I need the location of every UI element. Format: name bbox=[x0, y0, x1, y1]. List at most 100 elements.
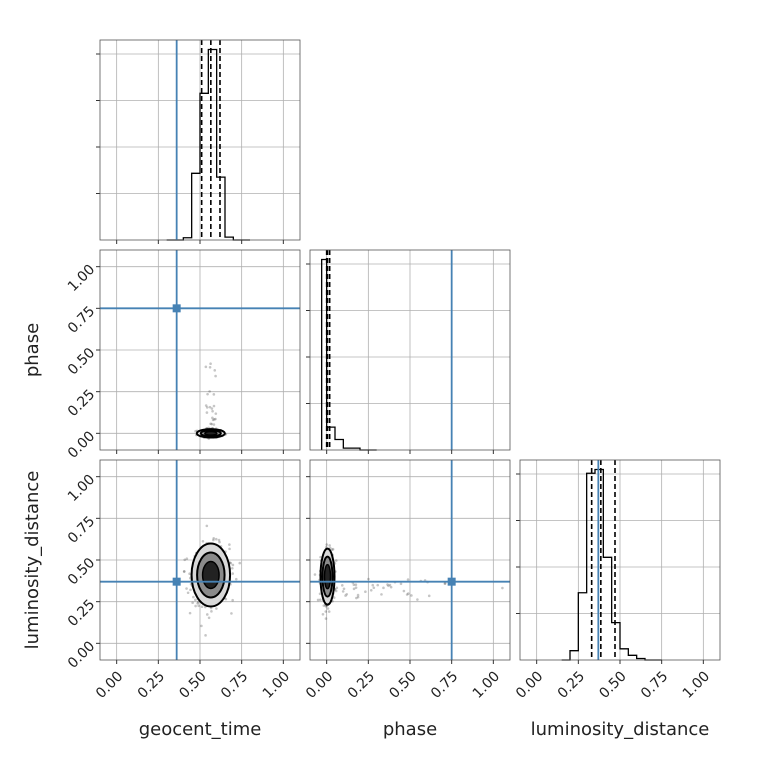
sample-point bbox=[215, 607, 218, 610]
x-axis-label-geocent_time: geocent_time bbox=[139, 719, 262, 740]
sample-point bbox=[205, 411, 209, 414]
x-tick-label-luminosity_distance: 0.25 bbox=[555, 668, 588, 701]
sample-point bbox=[402, 589, 406, 593]
sample-point bbox=[185, 587, 188, 590]
sample-point bbox=[224, 597, 228, 601]
sample-point bbox=[194, 604, 197, 608]
sample-point bbox=[316, 598, 320, 602]
y-tick-label-phase: 0.50 bbox=[65, 345, 98, 378]
sample-point bbox=[324, 610, 328, 613]
sample-point bbox=[324, 605, 328, 608]
contour-inner bbox=[204, 430, 218, 436]
sample-point bbox=[354, 583, 358, 587]
y-tick-label-luminosity_distance: 0.50 bbox=[65, 555, 98, 588]
x-tick-label-phase: 0.00 bbox=[303, 668, 336, 701]
sample-point bbox=[196, 602, 199, 605]
sample-point bbox=[200, 624, 203, 628]
sample-point bbox=[501, 586, 504, 590]
sample-point bbox=[211, 409, 214, 413]
sample-point bbox=[211, 416, 214, 420]
sample-point bbox=[321, 612, 325, 616]
sample-point bbox=[364, 590, 367, 594]
y-tick-label-luminosity_distance: 0.75 bbox=[65, 513, 98, 546]
x-tick-label-luminosity_distance: 0.00 bbox=[513, 668, 546, 701]
sample-point bbox=[342, 587, 346, 591]
sample-point bbox=[206, 392, 209, 396]
sample-point bbox=[369, 588, 373, 592]
sample-point bbox=[212, 404, 216, 408]
hist-panel-luminosity_distance bbox=[516, 459, 721, 661]
y-axis-label-luminosity_distance: luminosity_distance bbox=[22, 471, 43, 650]
sample-point bbox=[388, 583, 392, 587]
sample-point bbox=[231, 598, 234, 602]
sample-point bbox=[334, 559, 338, 562]
sample-point bbox=[319, 555, 322, 559]
sample-point bbox=[207, 616, 211, 620]
x-tick-label-phase: 0.50 bbox=[386, 668, 419, 701]
sample-point bbox=[229, 561, 233, 565]
sample-point bbox=[194, 598, 197, 602]
sample-point bbox=[332, 596, 336, 599]
sample-point bbox=[318, 592, 322, 596]
sample-point bbox=[204, 365, 208, 369]
sample-point bbox=[356, 593, 360, 597]
sample-point bbox=[205, 406, 209, 409]
sample-point bbox=[341, 590, 345, 593]
sample-point bbox=[218, 540, 221, 544]
sample-point bbox=[327, 610, 331, 613]
hist-panel-phase bbox=[306, 249, 511, 451]
sample-point bbox=[214, 374, 217, 378]
sample-point bbox=[406, 592, 410, 595]
sample-point bbox=[200, 605, 204, 608]
sample-point bbox=[211, 418, 215, 422]
sample-point bbox=[326, 607, 330, 610]
sample-point bbox=[322, 604, 326, 607]
sample-point bbox=[197, 604, 200, 608]
contour-inner bbox=[201, 560, 220, 590]
sample-point bbox=[324, 617, 328, 620]
sample-point bbox=[210, 407, 214, 410]
histogram-phase bbox=[321, 258, 377, 451]
sample-point bbox=[204, 634, 207, 637]
sample-point bbox=[217, 538, 221, 542]
histogram-luminosity_distance bbox=[561, 468, 662, 661]
sample-point bbox=[205, 613, 209, 616]
sample-point bbox=[319, 598, 322, 601]
sample-point bbox=[399, 582, 403, 586]
sample-point bbox=[208, 365, 212, 369]
sample-point bbox=[210, 422, 214, 426]
scatter-panel-geocent_time-luminosity_distance bbox=[99, 459, 301, 661]
sample-point bbox=[196, 600, 200, 604]
sample-point bbox=[380, 593, 383, 596]
sample-point bbox=[313, 573, 317, 576]
truth-marker bbox=[172, 577, 181, 586]
sample-point bbox=[427, 594, 431, 598]
contour-inner bbox=[323, 563, 332, 590]
x-tick-label-geocent_time: 1.00 bbox=[260, 668, 293, 701]
scatter-panel-phase-luminosity_distance bbox=[309, 459, 511, 661]
y-axis-label-phase: phase bbox=[22, 323, 43, 377]
sample-point bbox=[410, 594, 413, 597]
y-tick-label-phase: 0.25 bbox=[65, 387, 98, 420]
sample-point bbox=[387, 584, 390, 588]
sample-point bbox=[189, 588, 192, 592]
sample-point bbox=[325, 543, 329, 546]
sample-point bbox=[389, 585, 393, 589]
sample-point bbox=[355, 596, 358, 600]
sample-point bbox=[209, 362, 212, 366]
y-tick-label-phase: 0.75 bbox=[65, 303, 98, 336]
sample-point bbox=[205, 524, 209, 528]
sample-point bbox=[330, 548, 334, 551]
x-tick-label-luminosity_distance: 0.50 bbox=[596, 668, 629, 701]
sample-point bbox=[230, 566, 234, 570]
sample-point bbox=[443, 582, 447, 586]
histogram-geocent_time bbox=[166, 48, 250, 241]
sample-point bbox=[230, 612, 233, 615]
sample-point bbox=[183, 558, 187, 562]
sample-point bbox=[416, 598, 419, 601]
sample-cloud-geocent_time-phase bbox=[194, 362, 228, 440]
x-tick-label-geocent_time: 0.00 bbox=[93, 668, 126, 701]
sample-point bbox=[238, 561, 242, 565]
sample-point bbox=[212, 393, 216, 396]
